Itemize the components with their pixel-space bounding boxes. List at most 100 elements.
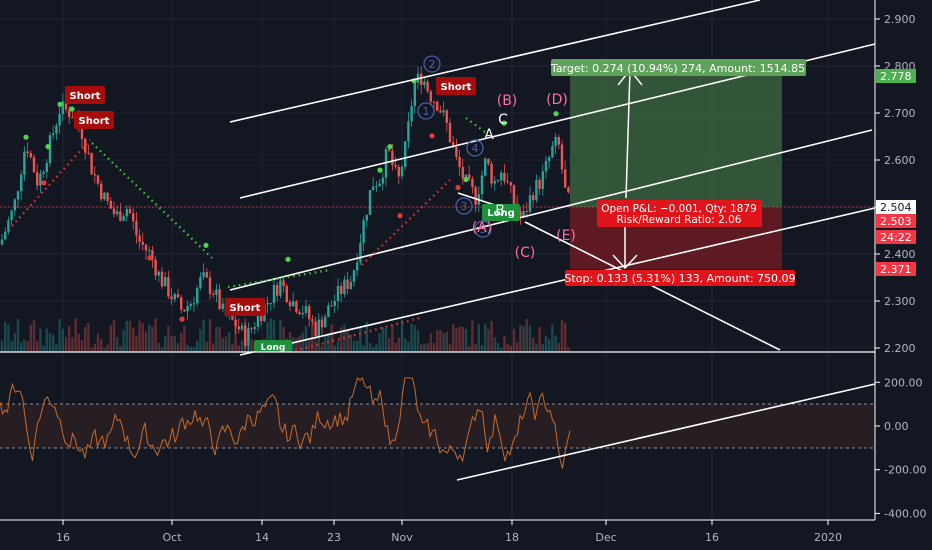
candle-body <box>208 277 212 294</box>
long-signal-2[interactable]: Long <box>254 340 292 353</box>
channel-line-1[interactable] <box>229 0 761 123</box>
candle-body <box>474 187 477 205</box>
volume-bar <box>490 320 493 352</box>
price-tick-label: 2.900 <box>884 13 916 26</box>
volume-bar <box>116 337 119 352</box>
price-label-2: 2.503 <box>876 214 916 228</box>
volume-bar <box>157 342 160 352</box>
oscillator-axis[interactable]: 200.00 0.00 -200.00 -400.00 <box>875 376 926 520</box>
candle-body <box>493 181 496 184</box>
volume-bar <box>208 319 212 352</box>
candle-body <box>269 302 272 304</box>
volume-bar <box>320 345 324 352</box>
candle-body <box>378 183 381 187</box>
candle-body <box>487 158 490 164</box>
candle-body <box>90 152 93 175</box>
candle-body <box>484 158 487 176</box>
volume-bar <box>458 326 461 352</box>
stop-label[interactable]: Stop: 0.133 (5.31%) 133, Amount: 750.09 <box>564 270 796 286</box>
candle-body <box>372 186 375 190</box>
time-tick-label: 2020 <box>814 531 842 544</box>
long-signal-1[interactable]: Long <box>482 204 520 221</box>
channel-line-4[interactable] <box>239 207 876 356</box>
volume-bar <box>141 323 144 352</box>
volume-bar <box>381 327 384 352</box>
volume-bar <box>487 329 490 352</box>
candle-body <box>557 136 560 145</box>
volume-bar <box>506 343 509 352</box>
price-tick-label: 2.200 <box>884 342 916 355</box>
candle-body <box>141 241 144 245</box>
channel-lines[interactable] <box>229 0 876 356</box>
candle-body <box>215 289 218 295</box>
signal-dot-green <box>501 120 507 126</box>
volume-bar <box>80 340 84 352</box>
candle-body <box>237 326 240 330</box>
volume-bar <box>224 336 228 352</box>
wave-num-4: 4 <box>472 142 479 155</box>
volume-bar <box>26 341 29 352</box>
candle-body <box>404 141 407 167</box>
candle-body <box>381 177 384 184</box>
time-axis[interactable]: 16 Oct 14 23 Nov 18 Dec 16 2020 <box>0 519 875 544</box>
candle-body <box>253 326 256 329</box>
signal-dot-green <box>377 167 383 173</box>
volume-bar <box>397 337 400 352</box>
candle-body <box>506 181 509 183</box>
candle-body <box>496 180 500 182</box>
volume-bar <box>407 341 410 352</box>
pnl-label[interactable]: Open P&L: −0.001, Qty: 1879 Risk/Reward … <box>597 200 762 227</box>
signal-dot-red <box>429 133 435 139</box>
candle-body <box>48 134 52 164</box>
short-signal-1[interactable]: Short <box>65 86 105 104</box>
volume-bar <box>516 342 519 352</box>
short-signal-4[interactable]: Short <box>225 298 265 316</box>
price-tick-label: 2.700 <box>884 107 916 120</box>
volume-bar <box>23 339 26 352</box>
candle-body <box>295 301 298 313</box>
wave-circle-3 <box>455 197 473 215</box>
dotted-red-2 <box>289 316 421 354</box>
volume-bar <box>314 341 317 352</box>
channel-line-3[interactable] <box>229 129 873 291</box>
short-signal-2[interactable]: Short <box>74 111 114 129</box>
candle-body <box>327 305 330 317</box>
candle-body <box>301 312 304 315</box>
volume-bar <box>365 321 368 352</box>
signal-dot-green <box>463 176 469 183</box>
candle-body <box>535 179 538 201</box>
volume-bar <box>442 332 445 352</box>
candle-body <box>196 288 199 304</box>
candle-body <box>336 285 340 302</box>
osc-trendline[interactable] <box>456 383 876 481</box>
signal-dot-green <box>57 101 63 107</box>
candle-body <box>109 200 112 209</box>
candle-body <box>64 101 68 110</box>
volume-bar <box>522 326 525 352</box>
candle-body <box>157 271 160 276</box>
volume-bar <box>375 344 378 352</box>
target-label[interactable]: Target: 0.274 (10.94%) 274, Amount: 1514… <box>550 59 806 76</box>
candle-body <box>212 293 215 295</box>
short-signal-label: Short <box>441 82 472 93</box>
candle-body <box>0 239 4 245</box>
candle-body <box>311 319 314 322</box>
volume-bar <box>404 338 407 352</box>
short-signal-3[interactable]: Short <box>436 77 476 95</box>
candle-body <box>260 315 263 322</box>
rr-text: Risk/Reward Ratio: 2.06 <box>617 214 742 226</box>
candle-body <box>151 250 154 260</box>
candle-body <box>384 149 388 178</box>
volume-bar <box>384 328 388 352</box>
volume-bar <box>388 338 391 352</box>
candle-body <box>298 312 301 315</box>
wave-label-a: A <box>484 127 494 143</box>
volume-bar <box>464 328 468 352</box>
volume-bar <box>292 337 295 352</box>
candle-body <box>426 81 429 92</box>
wave-circle-5 <box>474 220 492 238</box>
candle-body <box>400 166 404 177</box>
candle-body <box>106 192 109 201</box>
